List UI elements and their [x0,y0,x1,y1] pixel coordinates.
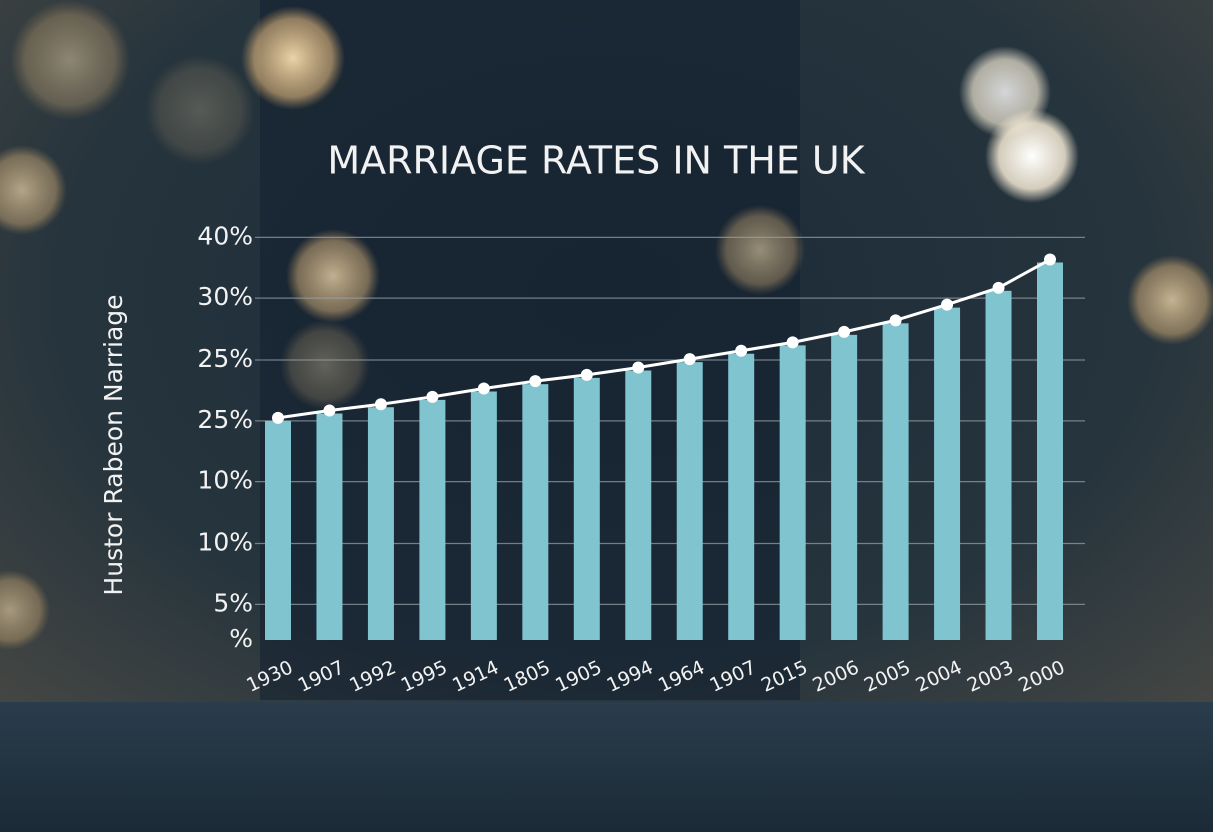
bar [573,377,600,640]
bar [934,307,961,640]
point [426,390,439,403]
y-tick-label: 25% [197,405,253,434]
trend-line [277,258,1051,420]
point [374,398,387,411]
y-tick-label: 30% [197,282,253,311]
bar [779,345,806,640]
bar [882,323,909,640]
point [272,411,284,424]
point [683,353,696,366]
floor [0,702,1213,832]
bar [470,391,497,640]
y-tick-label: 40% [197,221,253,250]
bar [419,399,446,640]
bar [265,420,291,640]
point [1044,253,1056,266]
bar [522,384,549,640]
bar [676,362,703,640]
bar [831,334,858,640]
point [632,361,645,374]
point [941,298,954,311]
bar [728,353,755,640]
point [323,404,336,417]
bar [985,290,1012,640]
point [580,368,593,381]
point [529,375,542,388]
point [992,281,1005,294]
y-tick-label: 10% [197,528,253,557]
bokeh [0,0,1213,650]
y-tick-label: 5% [213,588,253,617]
point [838,325,851,338]
point [477,382,490,395]
bar [316,413,343,640]
point [786,336,799,349]
point [735,344,748,357]
bar [625,370,652,640]
bar [1037,262,1063,640]
y-tick-label: 10% [197,466,253,495]
y-axis-label: Hustor Rabeon Narriage [99,294,128,595]
bar [367,407,394,640]
y-tick-label: % [229,624,253,653]
chart-title: MARRIAGE RATES IN THE UK [327,139,865,183]
point [889,314,902,327]
y-tick-label: 25% [197,344,253,373]
